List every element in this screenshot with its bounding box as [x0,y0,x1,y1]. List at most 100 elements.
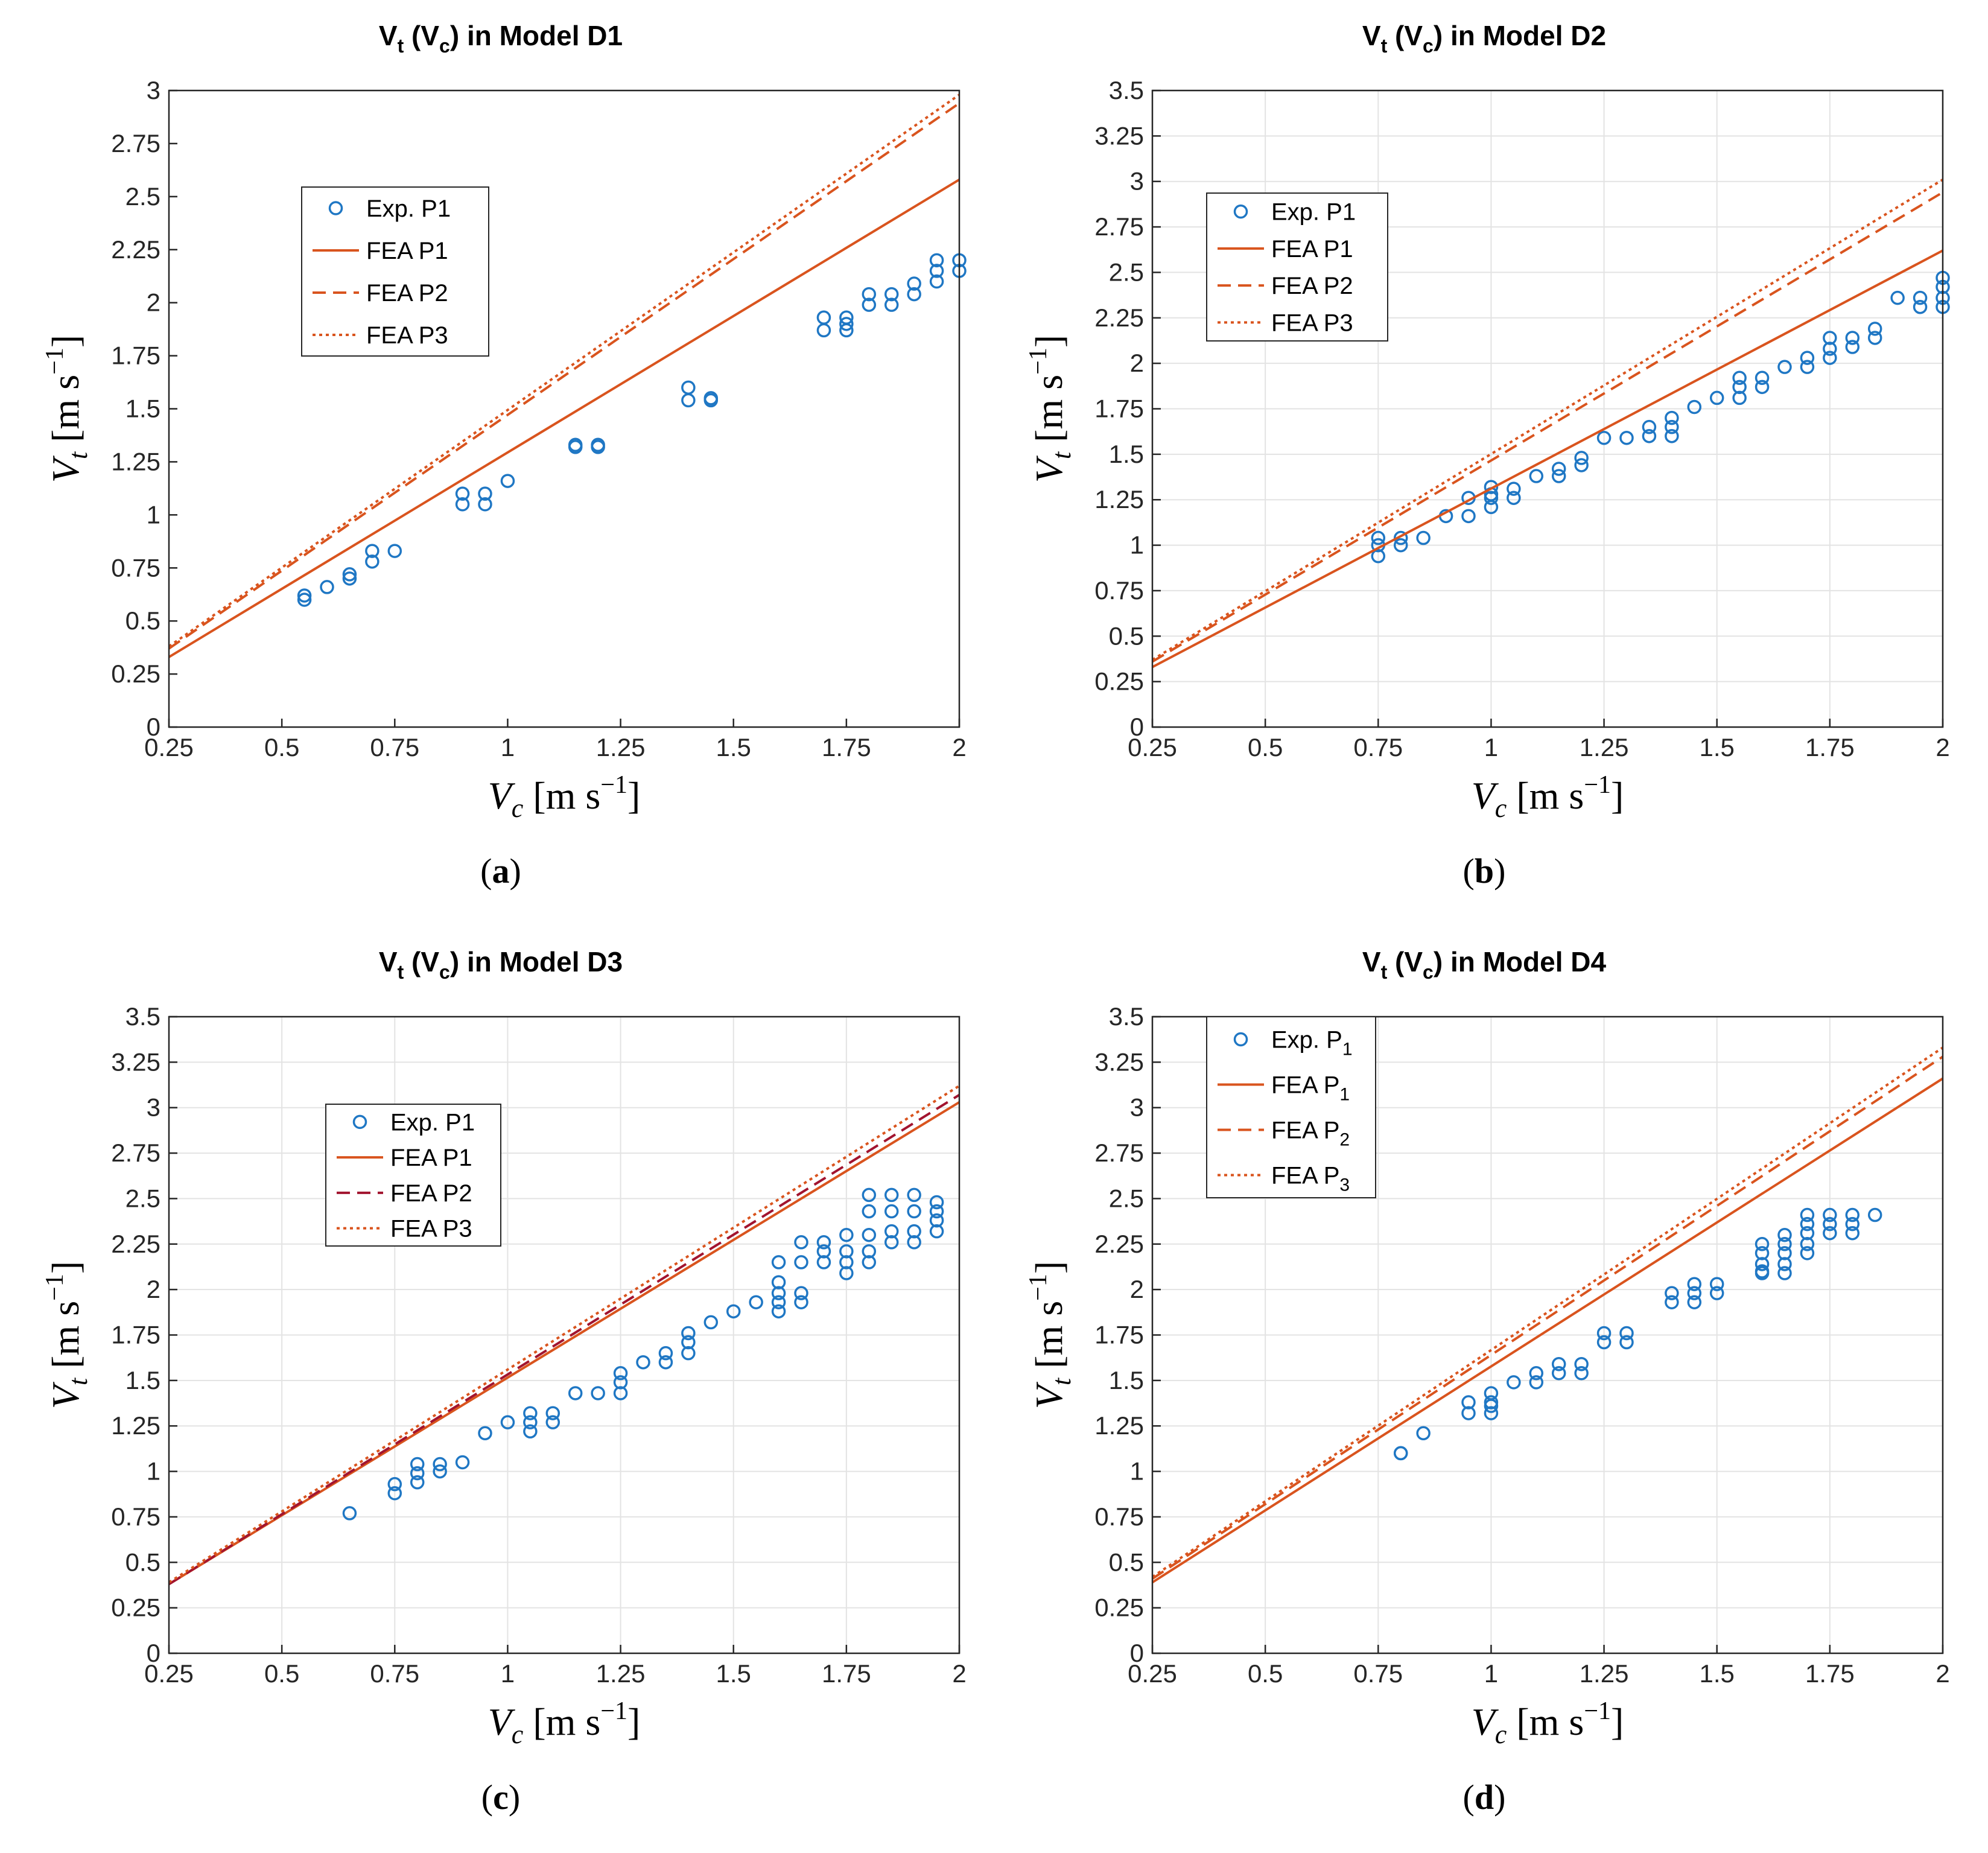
data-point [1800,1225,1815,1241]
data-point [1755,1246,1770,1260]
series-line-fea-p1 [1152,249,1943,669]
data-point [1845,1207,1860,1222]
data-point [1574,458,1589,472]
data-point [862,297,877,312]
y-tick-label: 2 [1130,349,1144,377]
x-tick-label: 1.25 [596,1659,646,1688]
data-point [1551,469,1566,483]
data-point [1755,370,1770,386]
data-point [839,1266,854,1280]
data-point [771,1255,786,1270]
data-point [1461,509,1476,524]
x-tick-label: 1.25 [596,733,646,761]
data-point [907,1187,921,1203]
chart-title: Vt (Vc) in Model D2 [1362,20,1607,57]
chart-title: Vt (Vc) in Model D4 [1362,946,1607,983]
x-tick-label: 1.5 [1700,1659,1735,1688]
x-tick-label: 1.5 [1700,733,1735,761]
data-point [794,1255,808,1270]
y-tick-label: 0.75 [1094,576,1144,605]
data-point [1393,1446,1408,1461]
panel-d: Vt (Vc) in Model D4 0.25 0.5 0.75 1 1.25 1.5 1… [1002,932,1967,1837]
data-point [1732,390,1747,405]
legend-label: FEA P1 [390,1145,472,1171]
data-point [1867,322,1882,336]
data-point [862,287,877,302]
data-point [1665,1295,1679,1309]
panel-b: Vt (Vc) in Model D2 0.25 0.5 0.75 1 1.25 1.5 1… [1002,6,1967,911]
legend-label: FEA P1 [1271,236,1353,262]
data-point [929,264,944,278]
data-point [1619,430,1634,445]
x-tick-label: 0.25 [144,733,194,761]
x-tick-label: 0.25 [144,1659,194,1688]
y-tick-label: 0.5 [1109,1548,1144,1576]
data-point [1529,469,1544,483]
data-point [1551,1366,1566,1381]
data-point [1416,530,1431,545]
y-tick-label: 1 [1130,1457,1144,1486]
series-line-fea-p3 [1152,1046,1943,1578]
y-tick-label: 2.75 [1094,212,1144,241]
y-tick-label: 1.25 [111,1411,160,1440]
x-tick-label: 1 [1484,733,1498,761]
data-point [342,1506,357,1521]
data-point [862,1227,877,1242]
y-tick-label: 0.75 [111,1502,160,1531]
data-point [1665,1286,1679,1300]
x-tick-label: 0.5 [264,1659,299,1688]
data-point [1416,1426,1431,1441]
panel-caption: (c) [481,1778,521,1817]
y-tick-label: 1.5 [125,1366,160,1394]
data-point [1777,1237,1792,1251]
x-tick-label: 2 [952,733,966,761]
x-tick-label: 1.75 [822,733,871,761]
data-point [1823,1225,1837,1241]
x-tick-label: 1.75 [1805,1659,1855,1688]
data-point [1574,451,1589,465]
x-tick-label: 0.25 [1128,733,1177,761]
data-point [455,1455,470,1470]
data-point [884,1187,899,1203]
data-point [1777,360,1792,374]
data-point [297,588,312,603]
data-point [1913,299,1928,314]
data-point [1800,360,1815,374]
data-point [1800,1207,1815,1222]
data-point [568,437,583,453]
data-point [365,554,379,569]
data-point [478,497,492,512]
y-tick-label: 0.75 [111,553,160,582]
data-point [681,1346,696,1361]
chart-svg: 0.25 0.5 0.75 1 1.25 1.5 1.75 200.250.50.7511.2… [41,1002,967,1749]
data-point [681,380,696,395]
data-point [613,1375,628,1390]
data-point [884,1235,899,1250]
legend-label: FEA P2 [1271,1117,1350,1150]
series-line-fea-p2 [169,1093,959,1586]
data-point [839,1244,854,1259]
series-line-fea-p3 [169,94,959,648]
data-point [1484,1386,1499,1400]
data-point [455,486,470,501]
data-point [1371,530,1386,545]
data-point [342,571,357,586]
data-point [907,1204,921,1219]
data-point [387,1486,402,1501]
data-point [907,276,921,291]
panel-caption: (a) [480,851,521,891]
data-point [1823,342,1837,356]
y-tick-label: 3 [147,1093,160,1122]
data-point [884,1224,899,1239]
legend: Exp. P1 FEA P1 FEA P2 FEA P3 [1206,192,1388,342]
data-point [342,567,357,582]
data-point [794,1295,808,1309]
data-point [1551,462,1566,476]
x-tick-label: 0.5 [1248,733,1283,761]
data-point [1687,1295,1702,1309]
legend: Exp. P1 FEA P1 FEA P2 FEA P3 [301,186,489,357]
data-point [771,1304,786,1319]
data-point [1845,340,1860,354]
y-tick-label: 0.25 [1094,667,1144,696]
y-tick-label: 3.5 [1109,1002,1144,1031]
